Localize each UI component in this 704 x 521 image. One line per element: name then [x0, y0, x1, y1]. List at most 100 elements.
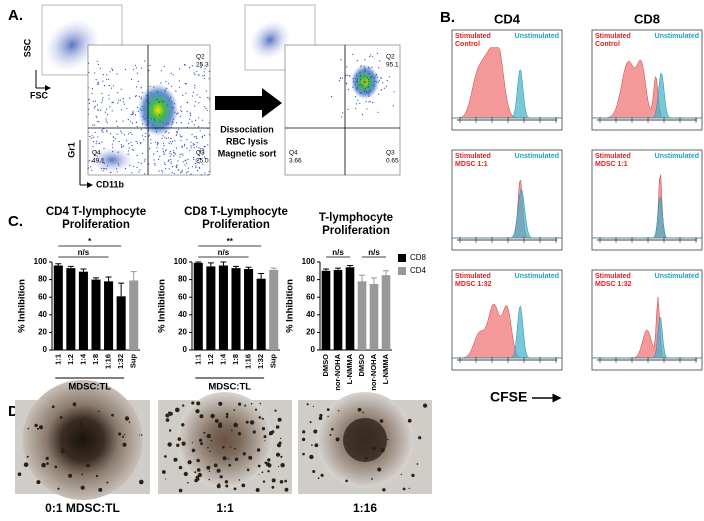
- event-dot: [179, 68, 181, 70]
- event-dot: [106, 168, 108, 170]
- speck: [326, 408, 330, 411]
- event-dot: [120, 144, 122, 146]
- event-dot: [96, 104, 98, 106]
- event-dot: [182, 161, 184, 163]
- event-dot: [116, 133, 118, 135]
- event-dot: [364, 59, 366, 61]
- event-dot: [94, 131, 96, 133]
- legend-label: CD8: [410, 253, 427, 262]
- event-dot: [352, 81, 355, 83]
- event-dot: [194, 84, 196, 86]
- event-dot: [163, 153, 165, 156]
- event-dot: [380, 89, 382, 91]
- event-dot: [112, 136, 114, 138]
- event-dot: [180, 136, 182, 138]
- unstimulated-histogram: [592, 316, 702, 359]
- event-dot: [190, 147, 192, 149]
- event-dot: [361, 85, 364, 87]
- speck: [68, 473, 73, 478]
- event-dot: [358, 84, 360, 86]
- speck: [167, 442, 172, 447]
- event-dot: [203, 149, 205, 151]
- event-dot: [185, 159, 187, 161]
- event-dot: [375, 74, 377, 77]
- event-dot: [153, 153, 155, 155]
- event-dot: [130, 114, 132, 116]
- event-dot: [146, 100, 148, 102]
- event-dot: [346, 74, 348, 76]
- event-dot: [95, 140, 97, 142]
- error-bar: [335, 267, 341, 270]
- event-dot: [195, 165, 197, 167]
- event-dot: [174, 153, 176, 155]
- event-dot: [159, 120, 161, 122]
- event-dot: [140, 96, 142, 98]
- speck: [271, 485, 275, 489]
- event-dot: [136, 86, 138, 88]
- event-dot: [94, 100, 97, 102]
- event-dot: [110, 133, 112, 135]
- speck: [165, 418, 170, 422]
- event-dot: [368, 73, 370, 75]
- event-dot: [99, 161, 101, 163]
- event-dot: [89, 136, 91, 138]
- speck: [162, 470, 166, 474]
- significance-label: n/s: [78, 248, 90, 257]
- event-dot: [368, 95, 370, 97]
- stimulated-label: Stimulated: [455, 153, 491, 160]
- event-dot: [161, 170, 163, 172]
- panel-letter: B.: [440, 9, 455, 26]
- event-dot: [179, 86, 181, 88]
- event-dot: [179, 156, 181, 158]
- event-dot: [140, 98, 142, 100]
- event-dot: [331, 96, 333, 98]
- event-dot: [208, 78, 210, 80]
- event-dot: [169, 96, 172, 98]
- event-dot: [97, 109, 99, 111]
- event-dot: [171, 120, 173, 122]
- event-dot: [352, 86, 354, 88]
- event-dot: [102, 97, 104, 99]
- histogram-frame: [591, 149, 703, 251]
- event-dot: [156, 144, 158, 146]
- error-bar: [195, 261, 202, 263]
- speck: [175, 407, 180, 413]
- bar: [116, 296, 126, 350]
- event-dot: [352, 53, 354, 56]
- event-dot: [140, 143, 142, 145]
- event-dot: [368, 81, 370, 83]
- event-dot: [137, 80, 139, 83]
- bar: [333, 269, 343, 350]
- gate-name: Q4: [289, 150, 298, 157]
- speck: [46, 462, 49, 465]
- event-dot: [136, 107, 139, 109]
- y-tick-label: 0: [183, 345, 188, 354]
- event-dot: [143, 108, 145, 110]
- cell-core: [343, 418, 387, 462]
- speck: [311, 444, 313, 446]
- event-dot: [122, 98, 124, 100]
- event-dot: [164, 136, 166, 138]
- x-axis-label: MDSC:TL: [208, 382, 251, 393]
- bar: [244, 269, 254, 350]
- event-dot: [146, 124, 148, 126]
- event-dot: [194, 105, 196, 107]
- event-dot: [376, 73, 378, 75]
- event-dot: [112, 146, 114, 148]
- event-dot: [360, 92, 362, 94]
- axis-label: CD11b: [96, 179, 125, 189]
- event-dot: [152, 124, 154, 126]
- event-dot: [112, 151, 114, 153]
- stimulated-label: Stimulated: [595, 33, 631, 40]
- event-dot: [118, 141, 120, 143]
- speck: [233, 487, 237, 491]
- event-dot: [186, 139, 188, 141]
- event-dot: [366, 108, 368, 110]
- event-dot: [377, 111, 379, 113]
- x-tick-label: 1:1: [53, 354, 62, 365]
- event-dot: [341, 77, 343, 79]
- significance-label: n/s: [332, 248, 344, 257]
- event-dot: [149, 64, 151, 67]
- event-dot: [362, 84, 364, 86]
- event-dot: [378, 93, 380, 95]
